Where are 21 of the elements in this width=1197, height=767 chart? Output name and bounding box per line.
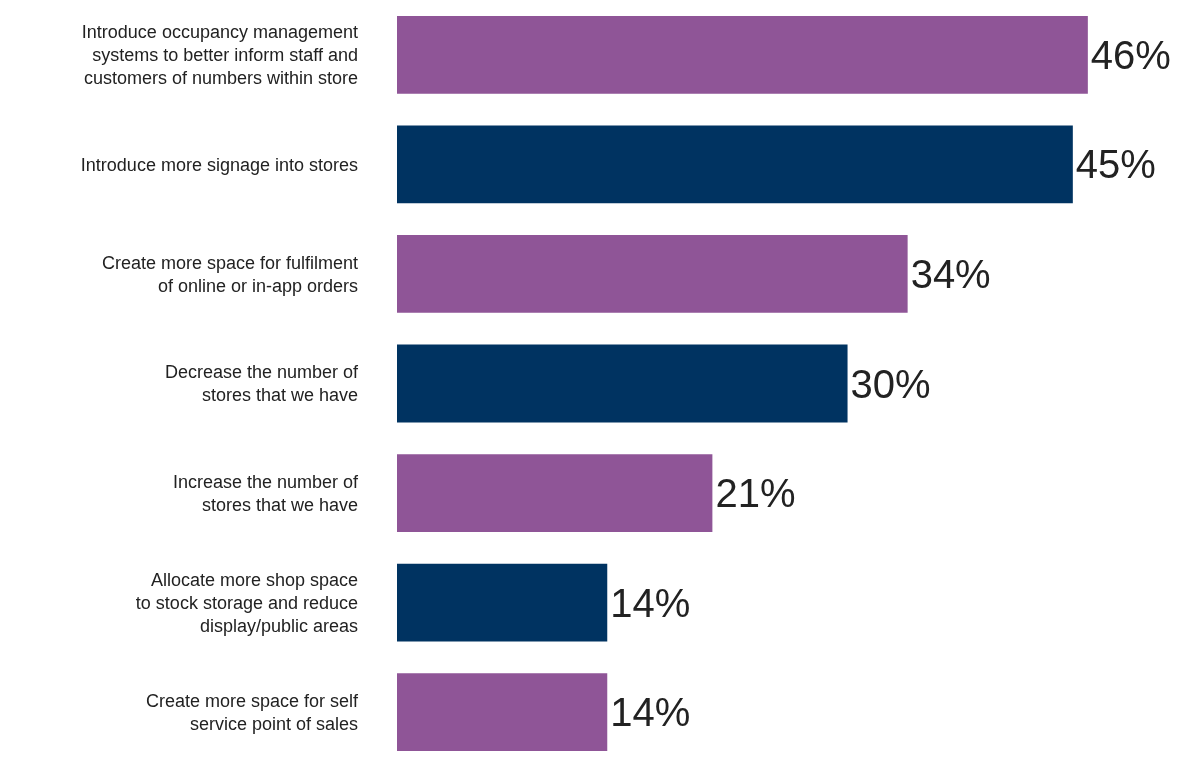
- data-label: 34%: [910, 251, 991, 296]
- y-tick-label: Decrease the number of stores that we have: [164, 362, 359, 406]
- bar: [397, 344, 848, 423]
- bar: [397, 235, 908, 313]
- y-tick-label: Introduce occupancy management systems to better inform staff and customers of numbers within store: [81, 21, 358, 89]
- y-tick-label: Create more space for self service point of sales: [145, 690, 359, 735]
- bar: [397, 125, 1073, 204]
- bar: [397, 673, 608, 752]
- data-label: 14%: [610, 580, 691, 625]
- y-tick-label: Create more space for fulfilment of online or in-app orders: [101, 252, 358, 296]
- bar: [397, 563, 608, 642]
- bar: [397, 15, 1088, 94]
- data-label: 46%: [1090, 32, 1171, 77]
- data-label: 30%: [850, 361, 931, 406]
- y-tick-label: Introduce more signage into stores: [80, 154, 358, 175]
- data-label: 45%: [1075, 142, 1156, 187]
- data-label: 14%: [610, 690, 691, 735]
- bar: [397, 454, 713, 532]
- data-label: 21%: [715, 471, 796, 516]
- y-tick-label: Allocate more shop space to stock storage and reduce display/public areas: [135, 569, 358, 637]
- y-tick-label: Increase the number of stores that we have: [172, 471, 359, 516]
